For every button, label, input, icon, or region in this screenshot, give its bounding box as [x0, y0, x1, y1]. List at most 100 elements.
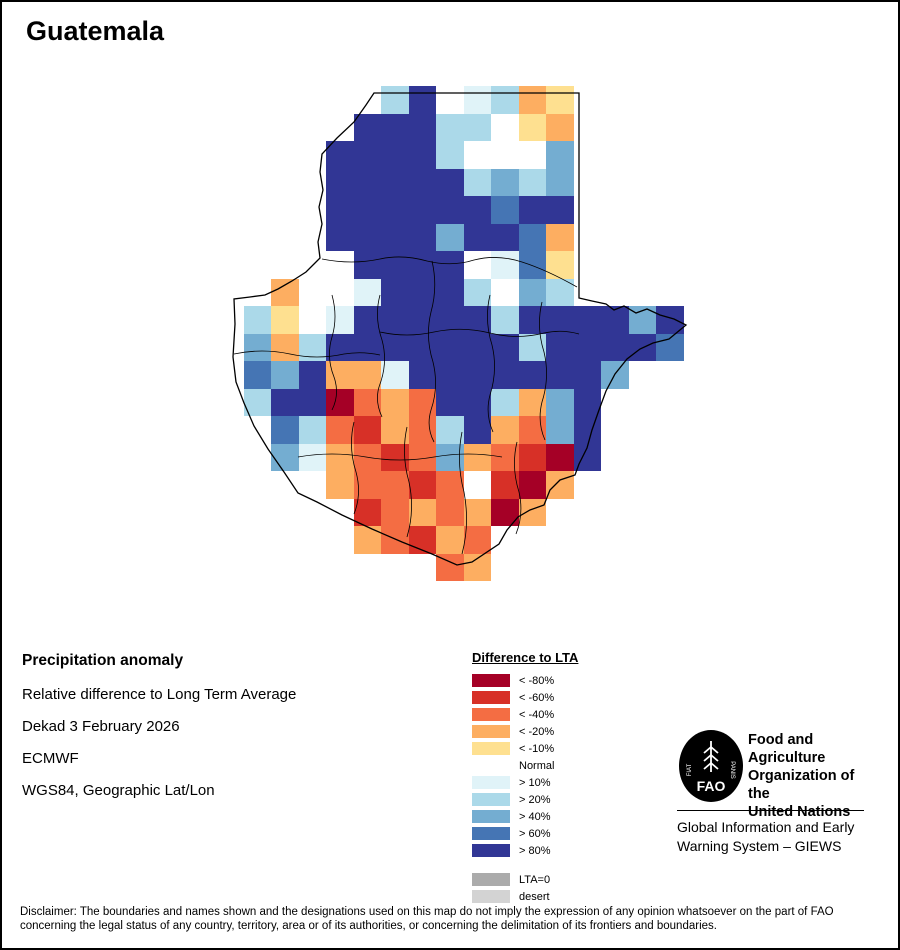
map-cell	[573, 168, 602, 197]
map-cell	[408, 443, 437, 472]
map-cell	[463, 86, 492, 114]
map-cell	[628, 306, 657, 334]
map-cell	[353, 141, 382, 169]
map-cell	[436, 306, 464, 334]
map-cell	[436, 498, 464, 527]
legend-item: < -20%	[472, 723, 578, 740]
map-cell	[326, 498, 354, 527]
map-cell	[463, 306, 492, 334]
map-cell	[463, 361, 492, 389]
map-cell	[326, 168, 354, 197]
map-cell	[546, 388, 574, 417]
map-cell	[271, 361, 299, 389]
legend-swatch	[472, 759, 510, 772]
map-cell	[408, 361, 437, 389]
map-cell	[408, 416, 437, 444]
page-title: Guatemala	[26, 16, 165, 46]
map-cell	[491, 113, 519, 142]
legend-item: Normal	[472, 757, 578, 774]
map-cell	[573, 306, 602, 334]
map-cell	[381, 526, 409, 554]
map-cell	[353, 388, 382, 417]
legend-label: desert	[519, 890, 550, 903]
map-cell	[463, 553, 492, 582]
map-cell	[243, 388, 272, 417]
legend-swatch	[472, 890, 510, 903]
map-cell	[353, 278, 382, 307]
map-cell	[381, 443, 409, 472]
map-cell	[271, 443, 299, 472]
map-cell	[656, 333, 684, 362]
map-cell	[353, 113, 382, 142]
map-cell	[436, 251, 464, 279]
map-cell	[326, 471, 354, 499]
map-cell	[463, 113, 492, 142]
legend-item: > 10%	[472, 774, 578, 791]
map-cell	[463, 196, 492, 224]
map-cell	[518, 251, 547, 279]
map-cell	[573, 113, 602, 142]
map-cell	[408, 168, 437, 197]
map-cell	[573, 443, 602, 472]
map-cell	[628, 333, 657, 362]
map-cell	[298, 388, 327, 417]
map-cell	[326, 196, 354, 224]
legend-swatch	[472, 793, 510, 806]
map-cell	[353, 196, 382, 224]
legend-swatch	[472, 691, 510, 704]
map-cell	[436, 196, 464, 224]
map-cell	[573, 86, 602, 114]
info-line-method: Relative difference to Long Term Average	[22, 686, 297, 703]
map-cell	[298, 278, 327, 307]
map-cell	[518, 471, 547, 499]
legend-swatch	[472, 844, 510, 857]
legend-extra-items: LTA=0 desert	[472, 871, 578, 905]
map-cell	[601, 306, 629, 334]
map-cell	[326, 278, 354, 307]
legend-label: > 40%	[519, 810, 551, 823]
map-cell	[463, 141, 492, 169]
map-cell	[408, 333, 437, 362]
map-cell	[408, 526, 437, 554]
map-cell	[518, 498, 547, 527]
map-cell	[573, 333, 602, 362]
map-cell	[381, 416, 409, 444]
map-cell	[381, 223, 409, 252]
map-cell	[326, 361, 354, 389]
map-cell	[408, 471, 437, 499]
legend-label: < -40%	[519, 708, 555, 721]
legend-swatch	[472, 725, 510, 738]
wheat-icon	[703, 741, 719, 772]
legend-swatch	[472, 810, 510, 823]
map-cell	[463, 251, 492, 279]
map-cell	[491, 86, 519, 114]
map-cell	[243, 306, 272, 334]
fao-org-name-line1: Food and Agriculture	[748, 732, 826, 766]
map-cell	[271, 278, 299, 307]
map-cell	[436, 361, 464, 389]
map-cell	[381, 251, 409, 279]
map-cell	[436, 113, 464, 142]
map-cell	[546, 306, 574, 334]
legend-item: LTA=0	[472, 871, 578, 888]
fao-divider	[677, 810, 864, 811]
map-cell	[353, 223, 382, 252]
map-cell	[463, 443, 492, 472]
giews-text: Global Information and Early Warning Sys…	[677, 818, 854, 856]
map-cell	[463, 498, 492, 527]
map-cell	[546, 416, 574, 444]
map-cell	[381, 498, 409, 527]
map-cell	[381, 141, 409, 169]
map-cell	[243, 361, 272, 389]
map-cell	[546, 251, 574, 279]
legend-item: < -60%	[472, 689, 578, 706]
map-cell	[436, 223, 464, 252]
map-cell	[518, 141, 547, 169]
map-cell	[546, 443, 574, 472]
map-cell	[298, 333, 327, 362]
map-cell	[546, 86, 574, 114]
map-cell	[436, 86, 464, 114]
map-cell	[601, 333, 629, 362]
fao-motto-right: PANIS	[729, 761, 735, 779]
map-cell	[656, 306, 684, 334]
